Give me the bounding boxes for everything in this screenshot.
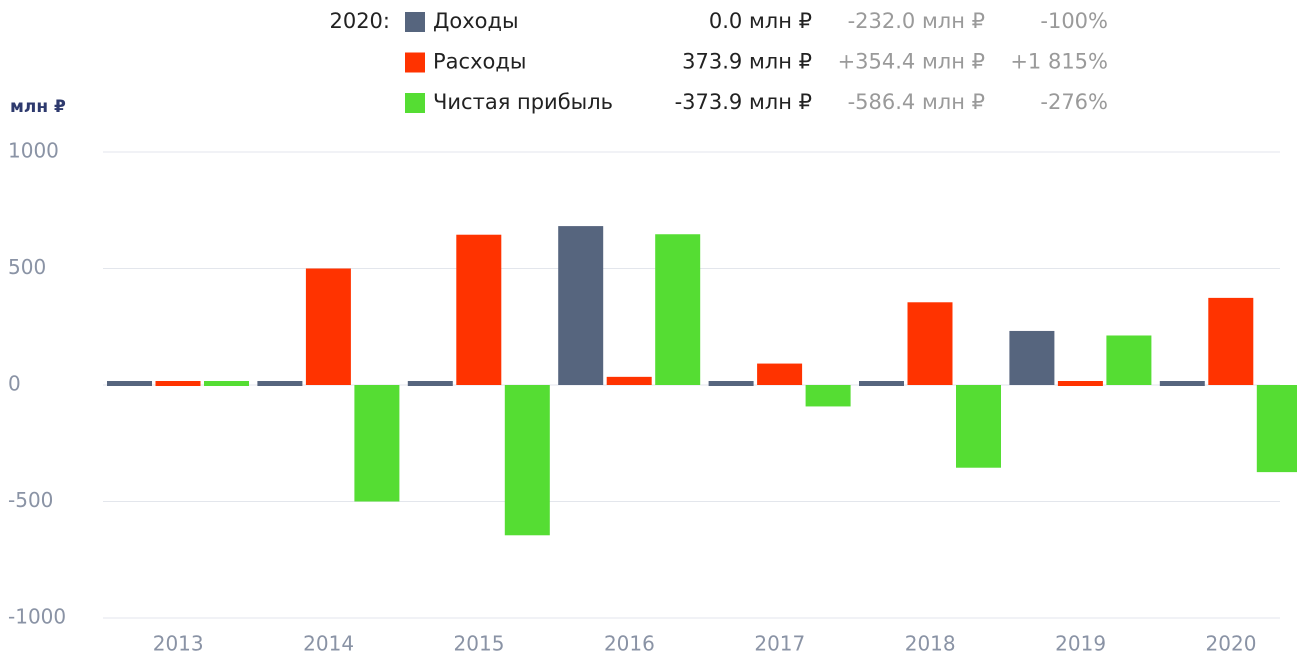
bar (107, 381, 152, 386)
bar (305, 268, 351, 385)
bar (558, 226, 604, 385)
bar (155, 381, 201, 386)
legend-value: 373.9 млн ₽ (682, 50, 812, 74)
bar (257, 381, 303, 386)
bar (859, 381, 904, 386)
bar (354, 385, 400, 502)
legend-year: 2020: (329, 9, 390, 33)
legend-change: -232.0 млн ₽ (848, 9, 985, 33)
x-tick-label: 2016 (604, 632, 655, 656)
x-tick-label: 2020 (1206, 632, 1257, 656)
y-tick-label: 0 (8, 372, 21, 396)
x-tick-label: 2019 (1055, 632, 1106, 656)
bar (655, 234, 701, 385)
legend-swatch (405, 93, 425, 113)
legend-pct: -276% (1040, 90, 1108, 114)
bar (757, 363, 803, 385)
bar (907, 302, 953, 385)
bar (606, 376, 652, 385)
legend-pct: -100% (1040, 9, 1108, 33)
bar (1106, 335, 1152, 385)
bar (504, 385, 550, 536)
legend-change: +354.4 млн ₽ (838, 50, 985, 74)
y-tick-label: -1000 (8, 605, 66, 629)
bar (204, 381, 249, 386)
legend-value: -373.9 млн ₽ (675, 90, 812, 114)
legend-name: Доходы (433, 9, 519, 33)
bar (805, 385, 851, 407)
bar (956, 385, 1001, 468)
legend-swatch (405, 12, 425, 32)
x-tick-label: 2017 (754, 632, 805, 656)
legend-value: 0.0 млн ₽ (709, 9, 812, 33)
bar (1159, 381, 1205, 386)
bar (456, 234, 502, 385)
x-tick-label: 2013 (153, 632, 204, 656)
x-tick-label: 2018 (905, 632, 956, 656)
bar (1057, 381, 1103, 386)
y-tick-label: 1000 (8, 139, 59, 163)
bar (1208, 297, 1254, 385)
legend-name: Чистая прибыль (433, 90, 613, 114)
y-tick-label: 500 (8, 255, 46, 279)
bar (708, 381, 754, 386)
legend-change: -586.4 млн ₽ (848, 90, 985, 114)
x-tick-label: 2014 (303, 632, 354, 656)
legend-name: Расходы (433, 50, 526, 74)
y-unit: млн ₽ (10, 97, 66, 117)
bar (407, 381, 453, 386)
legend-swatch (405, 52, 425, 73)
y-tick-label: -500 (8, 488, 53, 512)
bar (1256, 385, 1297, 473)
x-tick-label: 2015 (454, 632, 505, 656)
legend-pct: +1 815% (1010, 50, 1108, 74)
bar (1009, 330, 1055, 385)
